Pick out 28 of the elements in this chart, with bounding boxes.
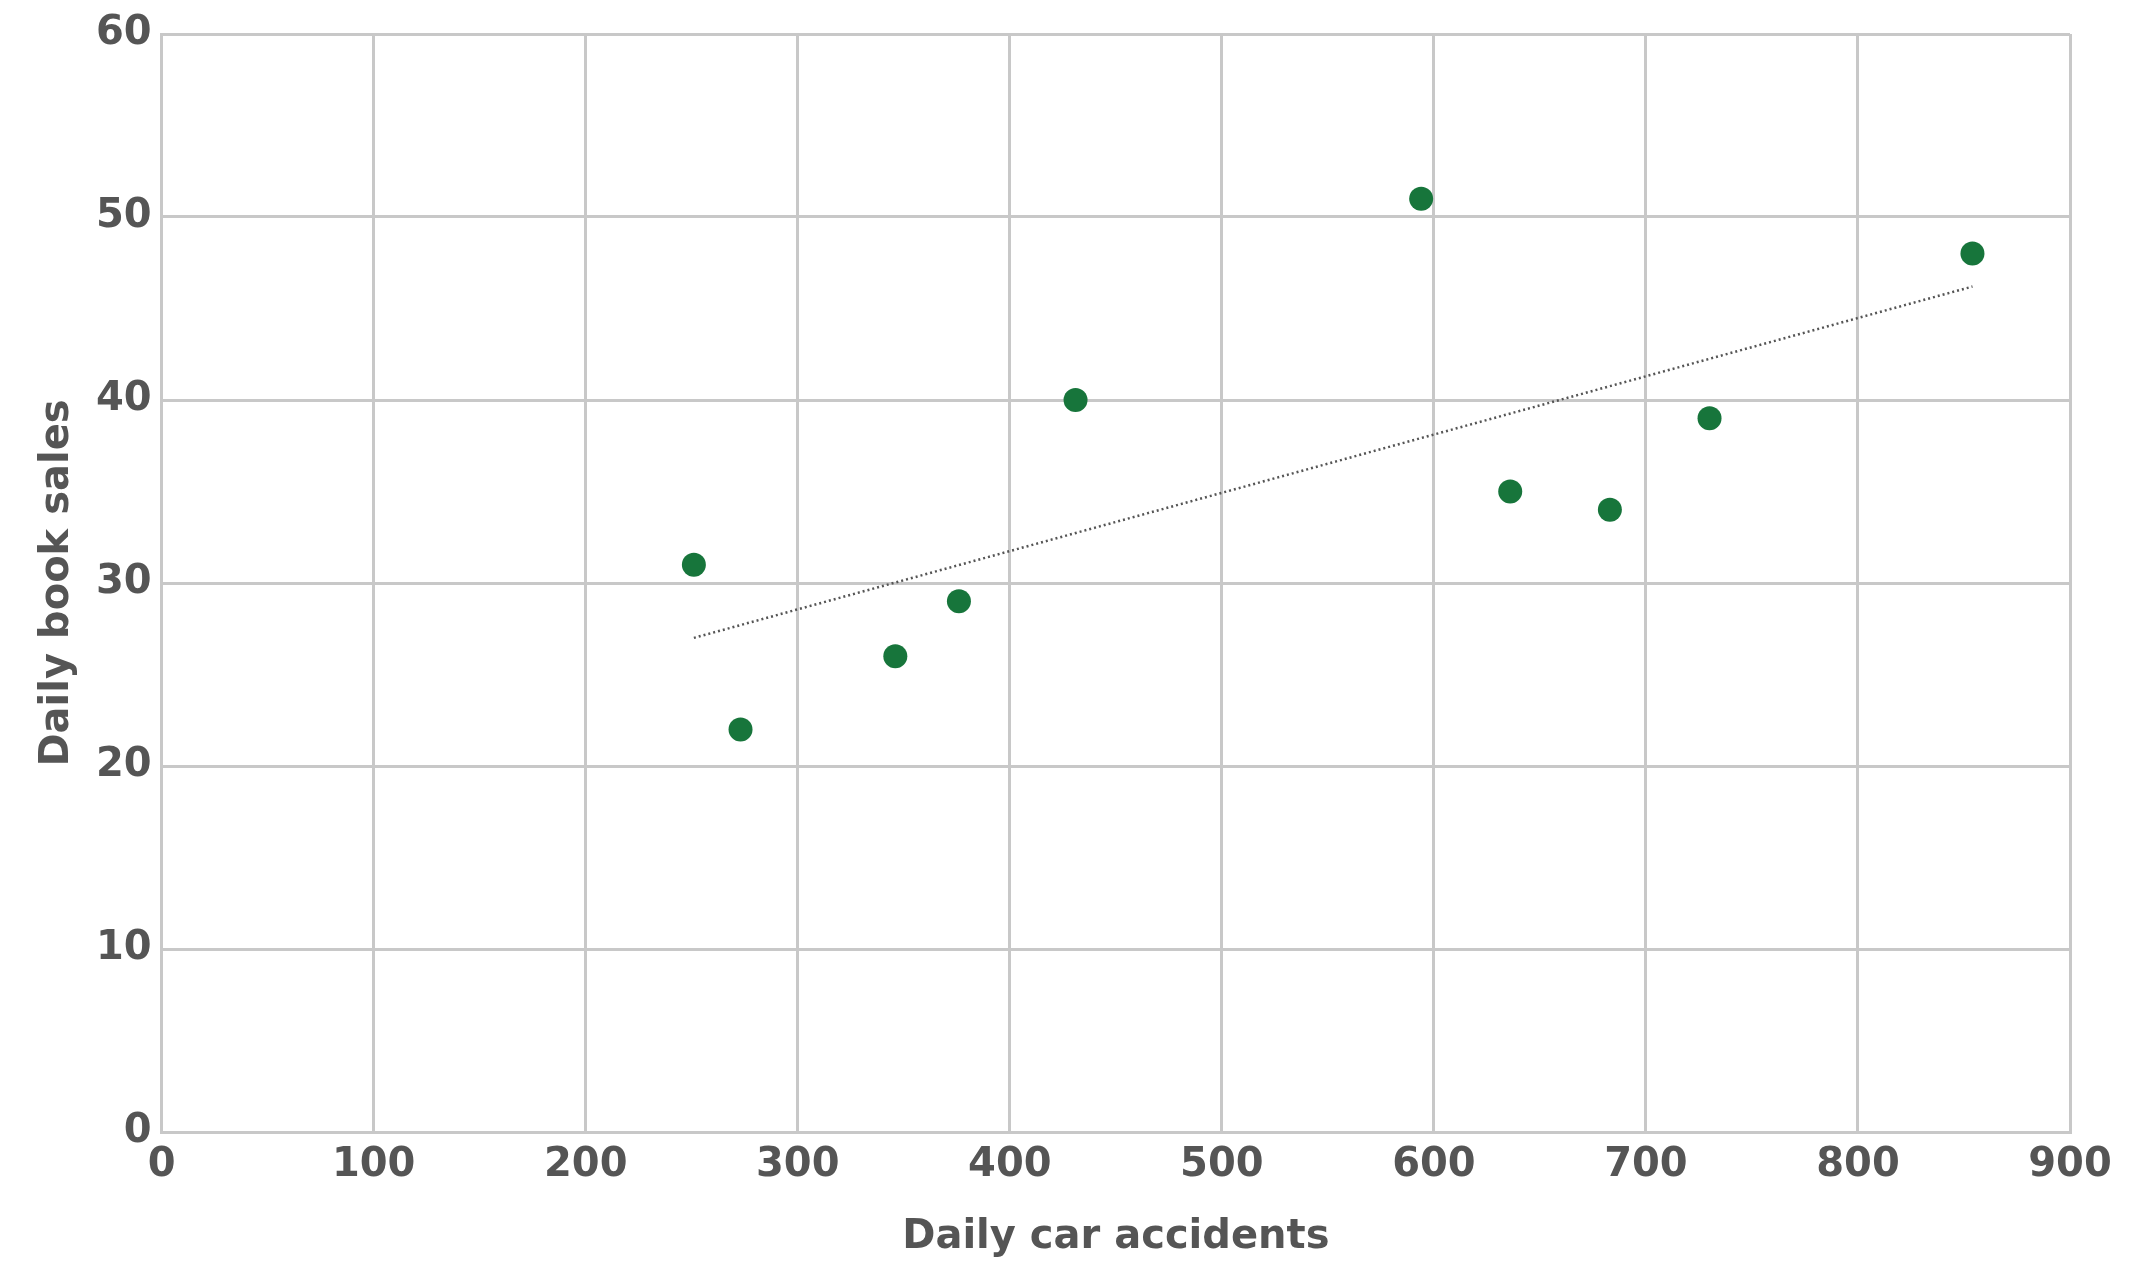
x-tick-label: 800 — [1816, 1139, 1900, 1186]
y-tick-label: 20 — [95, 739, 152, 786]
y-axis-title: Daily book sales — [31, 399, 78, 767]
y-tick-label: 30 — [95, 556, 152, 603]
x-tick-label: 400 — [968, 1139, 1052, 1186]
y-tick-label: 0 — [123, 1105, 152, 1152]
y-tick-label: 60 — [95, 7, 152, 54]
point — [1063, 388, 1088, 412]
x-tick-label: 500 — [1180, 1139, 1264, 1186]
point — [1498, 479, 1523, 504]
y-tick-label: 50 — [95, 190, 152, 237]
point — [1597, 497, 1622, 522]
y-tick-label: 10 — [95, 922, 152, 969]
x-axis-title: Daily car accidents — [902, 1211, 1330, 1258]
x-tick-label: 600 — [1392, 1139, 1476, 1186]
point — [883, 644, 908, 669]
point — [1409, 186, 1434, 211]
x-tick-label: 300 — [756, 1139, 840, 1186]
x-tick-label: 200 — [543, 1139, 628, 1186]
point — [728, 717, 753, 742]
x-tick-label: 100 — [331, 1139, 416, 1186]
y-tick-label: 40 — [95, 373, 152, 420]
point — [946, 589, 971, 614]
x-tick-label: 900 — [2028, 1139, 2112, 1186]
point — [681, 552, 706, 577]
x-tick-label: 700 — [1604, 1139, 1688, 1186]
point — [1960, 241, 1985, 266]
point — [1697, 406, 1722, 431]
